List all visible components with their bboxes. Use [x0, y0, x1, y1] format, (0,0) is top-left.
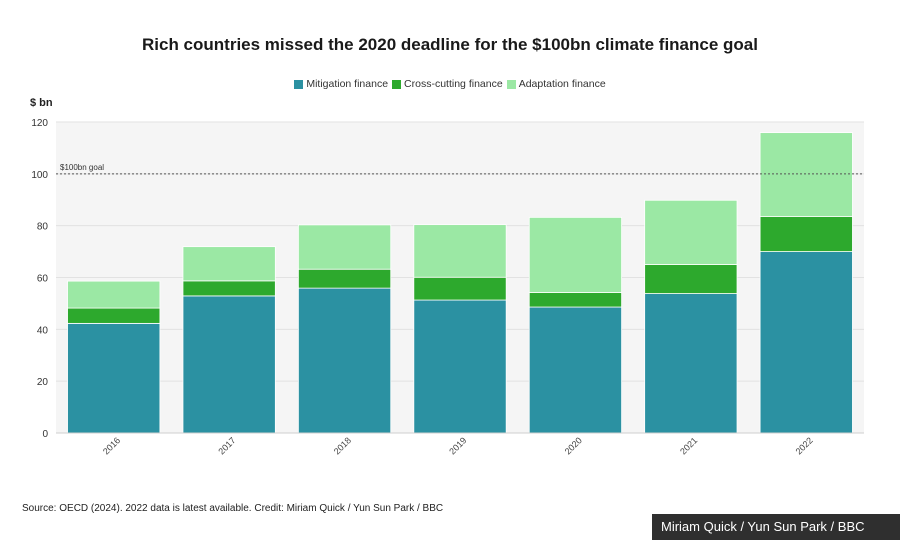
bar-cross-cutting-finance-2018	[297, 268, 392, 289]
legend-swatch-mitigation	[294, 79, 304, 89]
y-tick-label: 80	[37, 222, 49, 233]
bar-mitigation-finance-2019	[413, 299, 507, 434]
legend-item-mitigation: Mitigation finance	[294, 78, 388, 90]
chart-legend: Mitigation finance Cross-cutting finance…	[0, 78, 900, 90]
x-tick-label: 2020	[563, 435, 584, 456]
bar-cross-cutting-finance-2016	[67, 307, 161, 324]
bar-cross-cutting-finance-2022	[759, 216, 853, 252]
x-tick-label: 2021	[678, 435, 699, 456]
x-tick-label: 2017	[216, 435, 237, 456]
bar-mitigation-finance-2020	[528, 306, 622, 434]
bar-mitigation-finance-2021	[644, 293, 738, 434]
bar-cross-cutting-finance-2019	[413, 276, 507, 301]
bar-cross-cutting-finance-2017	[182, 280, 276, 297]
bar-mitigation-finance-2018	[297, 287, 392, 434]
bar-adaptation-finance-2020	[528, 216, 622, 293]
goal-reference-label: $100bn goal	[60, 163, 104, 172]
x-tick-label: 2019	[447, 435, 468, 456]
bar-cross-cutting-finance-2020	[528, 292, 622, 308]
bar-adaptation-finance-2022	[759, 132, 853, 217]
credit-badge: Miriam Quick / Yun Sun Park / BBC	[652, 514, 900, 540]
legend-item-adaptation: Adaptation finance	[506, 78, 606, 90]
y-axis-title: $ bn	[30, 97, 53, 109]
bar-adaptation-finance-2017	[182, 246, 276, 282]
y-tick-label: 120	[31, 118, 48, 129]
bar-mitigation-finance-2016	[67, 322, 161, 434]
legend-label-mitigation: Mitigation finance	[306, 78, 389, 90]
y-tick-label: 40	[37, 325, 49, 336]
y-tick-label: 100	[31, 170, 48, 181]
bar-adaptation-finance-2018	[297, 224, 392, 270]
x-tick-label: 2018	[332, 435, 353, 456]
bar-adaptation-finance-2016	[67, 280, 161, 309]
y-tick-label: 20	[37, 377, 49, 388]
legend-item-cross-cutting: Cross-cutting finance	[392, 78, 503, 90]
bar-mitigation-finance-2017	[182, 295, 276, 434]
bar-adaptation-finance-2021	[644, 199, 738, 265]
legend-swatch-cross-cutting	[392, 79, 402, 89]
bar-adaptation-finance-2019	[413, 224, 507, 278]
y-tick-label: 0	[42, 429, 48, 440]
source-note: Source: OECD (2024). 2022 data is latest…	[22, 503, 444, 514]
legend-label-cross-cutting: Cross-cutting finance	[404, 78, 503, 90]
x-tick-label: 2016	[101, 435, 122, 456]
chart-title: Rich countries missed the 2020 deadline …	[142, 35, 758, 54]
y-tick-label: 60	[37, 274, 49, 285]
bar-mitigation-finance-2022	[759, 251, 853, 434]
x-tick-label: 2022	[794, 435, 815, 456]
bar-cross-cutting-finance-2021	[644, 264, 738, 294]
legend-label-adaptation: Adaptation finance	[518, 78, 606, 90]
legend-swatch-adaptation	[506, 79, 516, 89]
